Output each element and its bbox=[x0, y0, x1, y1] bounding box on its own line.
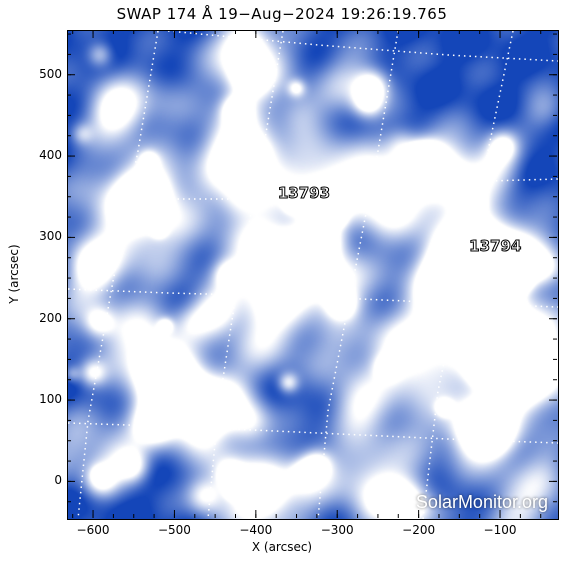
euv-solar-image bbox=[68, 31, 558, 519]
y-axis-label: Y (arcsec) bbox=[7, 244, 21, 304]
region-label-13794: 13794 bbox=[469, 236, 522, 255]
longitude-grid-line bbox=[317, 31, 399, 519]
y-tick-label: 400 bbox=[39, 148, 62, 163]
x-tick-label: −100 bbox=[483, 523, 517, 537]
longitude-grid-line bbox=[207, 31, 284, 519]
latitude-grid-line bbox=[167, 31, 558, 62]
y-tick-label: 200 bbox=[39, 310, 62, 325]
heliographic-grid bbox=[68, 31, 558, 519]
x-tick-label: −400 bbox=[239, 523, 273, 537]
longitude-grid-line bbox=[422, 31, 514, 519]
solar-image-frame: 13793 13794 SolarMonitor.org bbox=[67, 30, 559, 520]
x-tick-label: −600 bbox=[76, 523, 110, 537]
x-axis-label: X (arcsec) bbox=[251, 540, 313, 554]
y-tick-label: 300 bbox=[39, 229, 62, 244]
region-label-13793: 13793 bbox=[277, 183, 331, 202]
latitude-grid-line bbox=[68, 422, 558, 444]
y-tick-label: 500 bbox=[39, 66, 62, 81]
watermark: SolarMonitor.org bbox=[415, 492, 548, 512]
y-tick-label: 100 bbox=[39, 392, 62, 407]
latitude-grid-line bbox=[68, 288, 558, 308]
longitude-grid-line bbox=[77, 31, 159, 519]
x-tick-label: −500 bbox=[157, 523, 191, 537]
latitude-grid-line bbox=[128, 178, 558, 200]
x-tick-label: −200 bbox=[402, 523, 436, 537]
x-tick-label: −300 bbox=[320, 523, 354, 537]
y-tick-label: 0 bbox=[54, 473, 62, 488]
image-title: SWAP 174 Å 19−Aug−2024 19:26:19.765 bbox=[116, 5, 448, 23]
